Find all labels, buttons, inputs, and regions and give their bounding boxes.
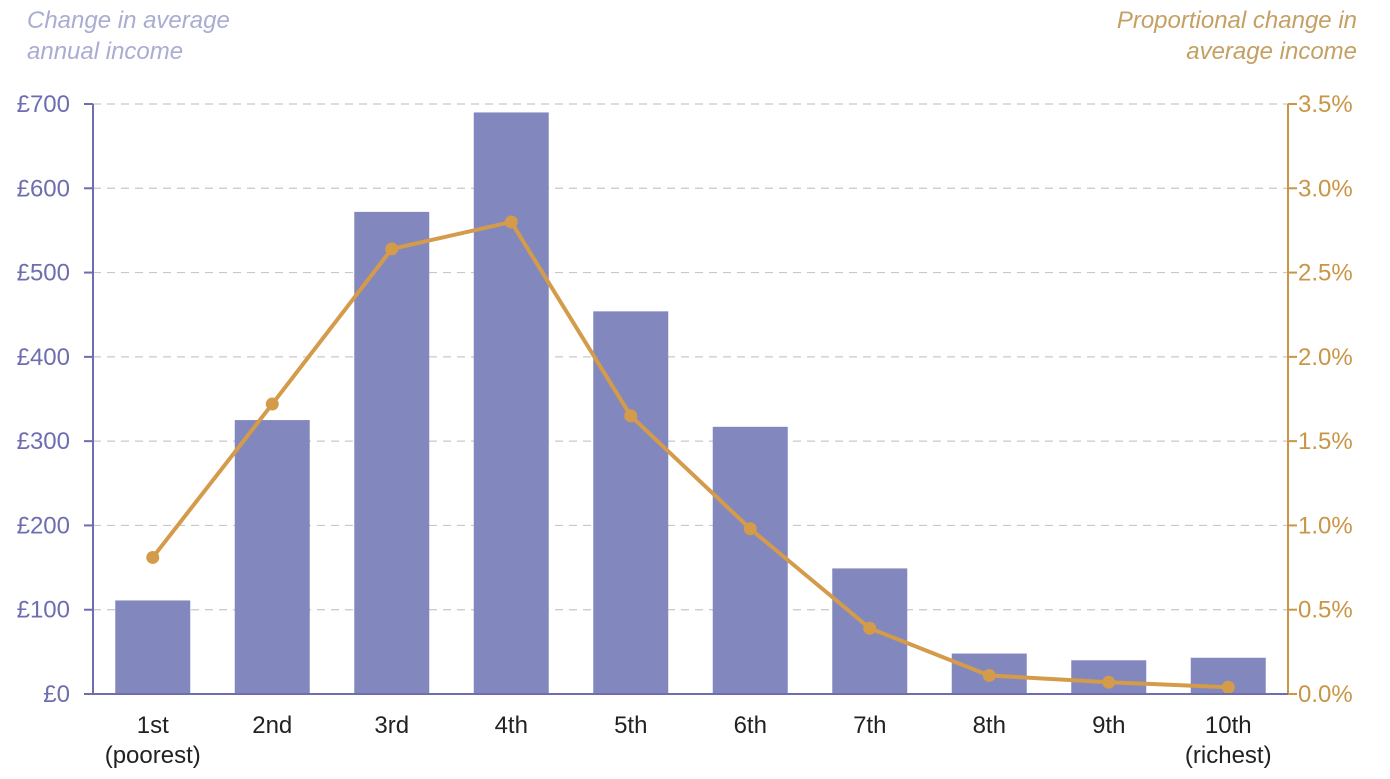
right-tick-label: 2.5% bbox=[1298, 260, 1353, 287]
left-tick-label: £600 bbox=[17, 175, 70, 202]
left-tick-label: £700 bbox=[17, 91, 70, 118]
bar-3 bbox=[354, 211, 430, 694]
right-tick-label: 1.5% bbox=[1298, 428, 1353, 455]
category-label: (poorest) bbox=[105, 742, 201, 769]
left-axis-title: Change in average bbox=[27, 7, 230, 34]
category-label: 3rd bbox=[374, 712, 409, 739]
left-tick-label: £200 bbox=[17, 512, 70, 539]
bar-2 bbox=[234, 420, 310, 694]
category-label: 5th bbox=[614, 712, 647, 739]
category-label: 10th bbox=[1205, 712, 1252, 739]
line-point-2 bbox=[265, 397, 279, 411]
line-point-4 bbox=[504, 215, 518, 229]
right-axis-title: Proportional change in bbox=[1117, 7, 1357, 34]
left-tick-label: £400 bbox=[17, 344, 70, 371]
left-tick-label: £500 bbox=[17, 260, 70, 287]
left-tick-label: £100 bbox=[17, 597, 70, 624]
category-label: 6th bbox=[734, 712, 767, 739]
right-tick-label: 0.0% bbox=[1298, 681, 1353, 708]
category-label: (richest) bbox=[1185, 742, 1272, 769]
line-point-3 bbox=[385, 242, 399, 256]
axis-labels: £0 0.0% £100 0.5% £200 1.0% £300 1.5% £400 2.0% £5… bbox=[17, 7, 1357, 769]
line-point-7 bbox=[863, 621, 877, 635]
category-label: 2nd bbox=[252, 712, 292, 739]
axes bbox=[84, 103, 1297, 695]
right-tick-label: 0.5% bbox=[1298, 597, 1353, 624]
line-point-8 bbox=[982, 668, 996, 682]
line-point-6 bbox=[743, 522, 757, 536]
category-label: 9th bbox=[1092, 712, 1125, 739]
category-label: 7th bbox=[853, 712, 886, 739]
proportional-change-line bbox=[151, 220, 1229, 690]
bar-6 bbox=[712, 426, 788, 694]
right-tick-label: 3.5% bbox=[1298, 91, 1353, 118]
category-label: 4th bbox=[495, 712, 528, 739]
line-series bbox=[146, 215, 1235, 694]
bar-1 bbox=[115, 600, 191, 694]
line-point-5 bbox=[624, 409, 638, 423]
left-tick-label: £0 bbox=[43, 681, 70, 708]
bar-5 bbox=[593, 311, 669, 694]
category-label: 8th bbox=[973, 712, 1006, 739]
right-tick-label: 3.0% bbox=[1298, 175, 1353, 202]
right-tick-label: 1.0% bbox=[1298, 512, 1353, 539]
line-point-9 bbox=[1102, 675, 1116, 689]
category-label: 1st bbox=[137, 712, 169, 739]
right-axis-title: average income bbox=[1186, 38, 1357, 65]
line-point-1 bbox=[146, 550, 160, 564]
bar-series bbox=[115, 112, 1266, 694]
line-point-10 bbox=[1221, 680, 1235, 694]
bar-4 bbox=[473, 112, 549, 694]
left-tick-label: £300 bbox=[17, 428, 70, 455]
left-axis-title: annual income bbox=[27, 38, 183, 65]
right-tick-label: 2.0% bbox=[1298, 344, 1353, 371]
